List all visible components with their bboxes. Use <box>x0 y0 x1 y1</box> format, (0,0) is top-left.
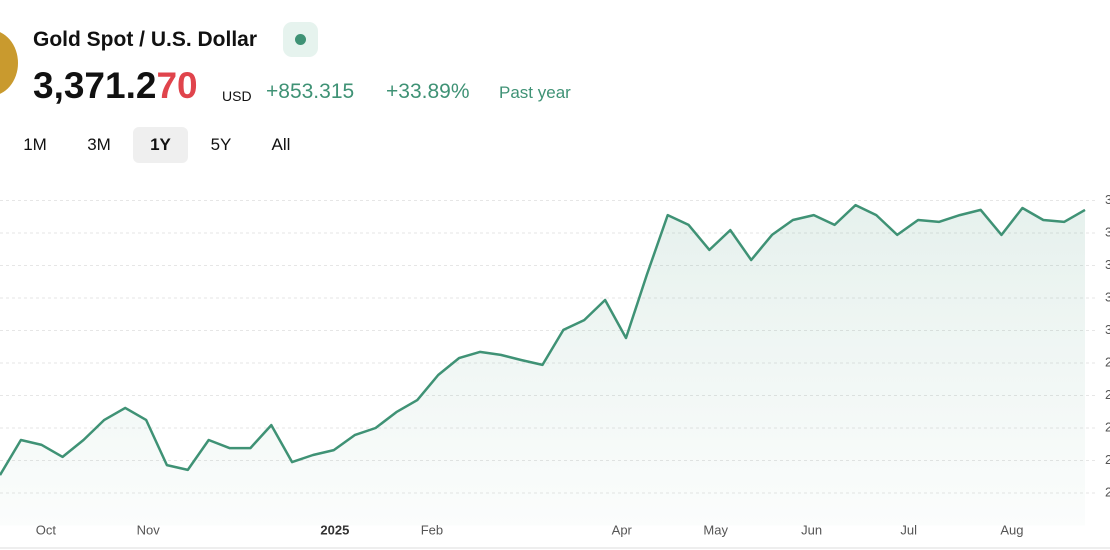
y-tick-label: 2 <box>1105 484 1110 499</box>
x-tick-label: Apr <box>612 522 633 537</box>
status-badge[interactable] <box>283 22 318 57</box>
price: 3,371.270 <box>33 65 198 107</box>
x-tick-label: 2025 <box>320 522 349 537</box>
change: +853.315 <box>266 80 355 103</box>
range-button[interactable]: 5Y <box>210 135 232 154</box>
y-tick-label: 3 <box>1105 192 1110 207</box>
x-tick-label: Oct <box>36 522 57 537</box>
y-tick-label: 2 <box>1105 354 1110 369</box>
gold-logo <box>0 30 18 96</box>
x-tick-label: Nov <box>137 522 161 537</box>
x-tick-label: Feb <box>421 522 443 537</box>
y-tick-label: 3 <box>1105 257 1110 272</box>
y-tick-label: 3 <box>1105 322 1110 337</box>
range-button[interactable]: 1Y <box>133 127 188 163</box>
range-button[interactable]: All <box>271 135 291 154</box>
y-tick-label: 3 <box>1105 224 1110 239</box>
range-button[interactable]: 3M <box>87 135 111 154</box>
status-dot <box>295 34 306 45</box>
change-percent: +33.89% <box>386 80 470 103</box>
price-line <box>0 203 1086 476</box>
x-tick-label: Jun <box>801 522 822 537</box>
y-tick-label: 2 <box>1105 452 1110 467</box>
price-main: 3,371.2 <box>33 65 157 106</box>
range-button[interactable]: 1M <box>23 135 47 154</box>
x-tick-label: Jul <box>900 522 917 537</box>
period: Past year <box>499 83 571 102</box>
x-tick-label: Aug <box>1000 522 1023 537</box>
y-tick-label: 2 <box>1105 387 1110 402</box>
y-tick-label: 2 <box>1105 419 1110 434</box>
currency: USD <box>222 88 252 104</box>
y-tick-label: 3 <box>1105 289 1110 304</box>
x-tick-label: May <box>703 522 728 537</box>
price-tail: 70 <box>156 65 198 106</box>
instrument-title: Gold Spot / U.S. Dollar <box>33 28 258 51</box>
